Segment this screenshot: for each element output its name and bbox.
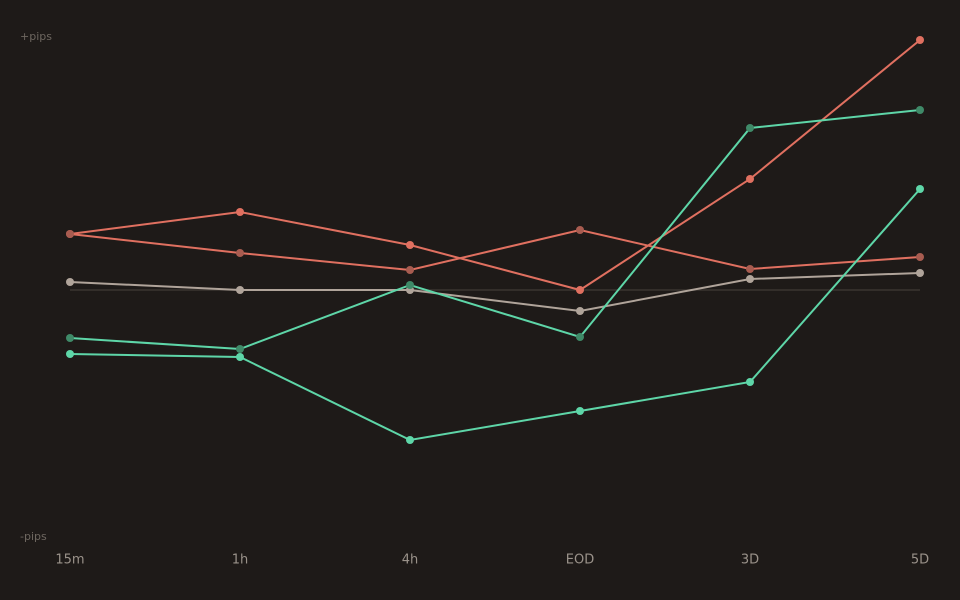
y-top-label: +pips xyxy=(20,30,52,43)
point xyxy=(406,241,414,249)
point xyxy=(406,266,414,274)
point xyxy=(66,334,74,342)
series-line xyxy=(69,188,921,442)
point xyxy=(576,307,584,315)
point xyxy=(236,345,244,353)
x-tick-label: EOD xyxy=(566,553,594,568)
series-line xyxy=(69,39,921,292)
point xyxy=(66,350,74,358)
x-tick-label: 3D xyxy=(741,553,759,568)
point xyxy=(236,208,244,216)
point xyxy=(746,378,754,386)
point xyxy=(406,436,414,444)
y-bottom-label: -pips xyxy=(20,530,47,543)
point xyxy=(746,175,754,183)
x-tick-label: 4h xyxy=(402,553,419,568)
point xyxy=(66,230,74,238)
series-line xyxy=(69,109,921,351)
point xyxy=(576,407,584,415)
x-tick-label: 5D xyxy=(911,553,929,568)
point xyxy=(406,281,414,289)
point xyxy=(576,226,584,234)
point xyxy=(576,286,584,294)
point xyxy=(236,249,244,257)
point xyxy=(236,286,244,294)
x-tick-label: 1h xyxy=(232,553,249,568)
point xyxy=(916,106,924,114)
point xyxy=(916,253,924,261)
point xyxy=(576,333,584,341)
point xyxy=(916,185,924,193)
point xyxy=(746,265,754,273)
series-line xyxy=(69,228,921,272)
point xyxy=(236,353,244,361)
series-line xyxy=(69,272,921,313)
point xyxy=(746,275,754,283)
point xyxy=(916,36,924,44)
point xyxy=(916,269,924,277)
point xyxy=(66,278,74,286)
point xyxy=(746,124,754,132)
x-tick-label: 15m xyxy=(55,553,84,568)
